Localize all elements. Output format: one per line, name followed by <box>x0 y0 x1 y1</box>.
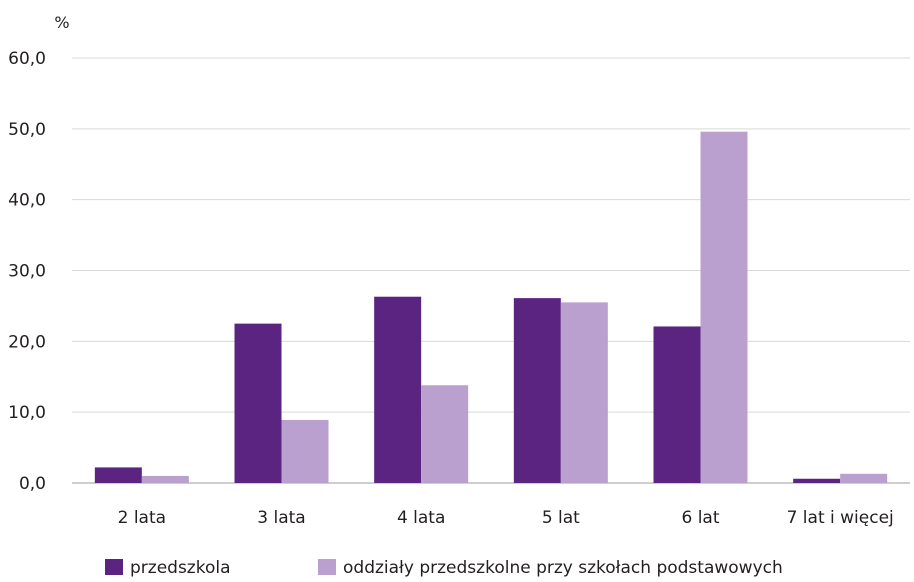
x-axis-ticks: 2 lata 3 lata 4 lata 5 lat 6 lat 7 lat i więc… <box>118 508 894 528</box>
x-tick-label: 5 lat <box>542 508 580 528</box>
y-axis-unit: % <box>54 13 69 32</box>
legend: przedszkola oddziały przedszkolne przy sz… <box>105 558 783 578</box>
gridlines <box>72 57 910 484</box>
y-tick-label: 30,0 <box>8 262 46 282</box>
y-tick-label: 10,0 <box>8 403 46 423</box>
legend-label-0: przedszkola <box>130 558 231 578</box>
legend-label-1: oddziały przedszkolne przy szkołach pods… <box>343 558 783 578</box>
y-tick-label: 40,0 <box>8 191 46 211</box>
bars <box>94 131 888 483</box>
bar-oddzialy-5 <box>840 473 888 483</box>
y-tick-label: 0,0 <box>19 474 46 494</box>
bar-przedszkola-4 <box>653 326 701 483</box>
bar-oddzialy-1 <box>281 419 329 483</box>
x-tick-label: 3 lata <box>257 508 305 528</box>
bar-przedszkola-2 <box>374 296 422 483</box>
bar-oddzialy-0 <box>141 475 189 483</box>
bar-przedszkola-5 <box>793 478 841 483</box>
bar-przedszkola-3 <box>513 298 561 483</box>
x-tick-label: 7 lat i więcej <box>787 508 894 528</box>
legend-swatch-0 <box>105 559 123 575</box>
x-tick-label: 2 lata <box>118 508 166 528</box>
bar-oddzialy-2 <box>421 385 469 483</box>
y-axis-ticks: 0,0 10,0 20,0 30,0 40,0 50,0 60,0 <box>8 49 46 494</box>
bar-przedszkola-0 <box>94 467 142 483</box>
x-tick-label: 6 lat <box>681 508 719 528</box>
y-tick-label: 60,0 <box>8 49 46 69</box>
bar-oddzialy-4 <box>700 131 748 483</box>
legend-swatch-1 <box>318 559 336 575</box>
bar-oddzialy-3 <box>560 302 608 483</box>
y-tick-label: 50,0 <box>8 120 46 140</box>
x-tick-label: 4 lata <box>397 508 445 528</box>
y-tick-label: 20,0 <box>8 332 46 352</box>
bar-przedszkola-1 <box>234 323 282 483</box>
